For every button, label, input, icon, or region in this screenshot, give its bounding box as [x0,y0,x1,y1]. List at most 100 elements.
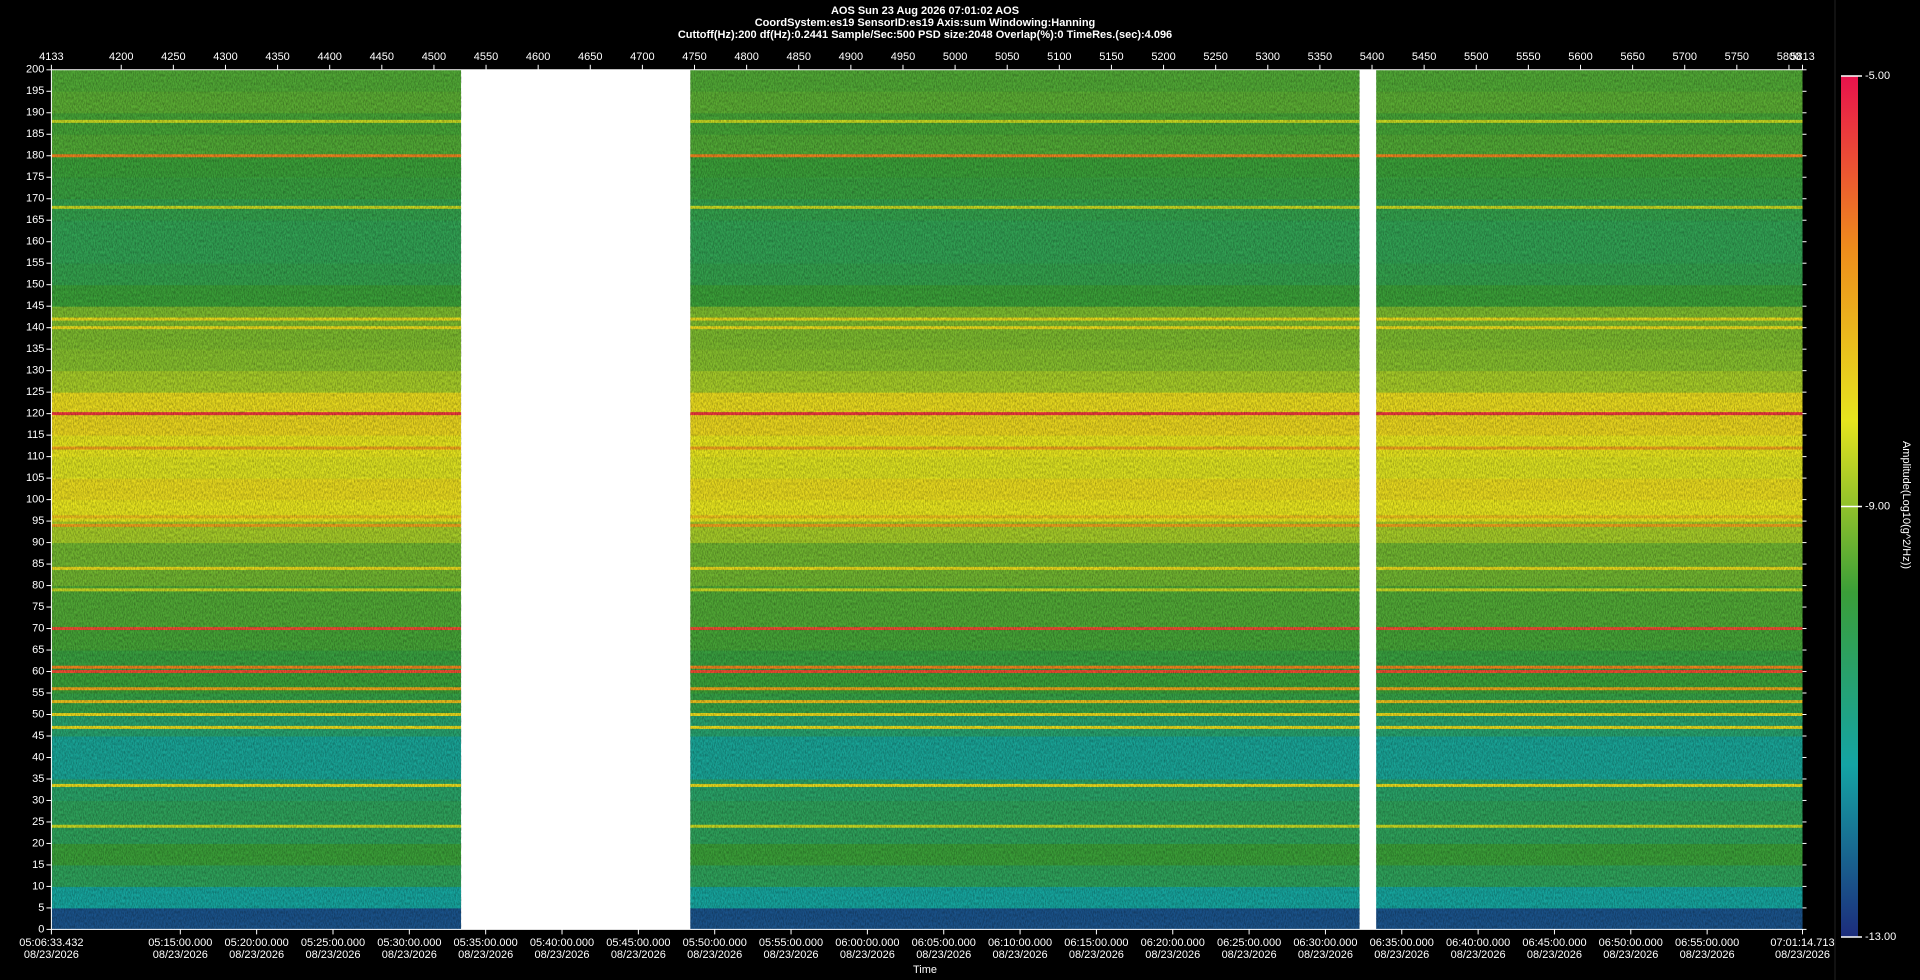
x-tick-label: 06:00:00.000 [835,937,899,949]
x-tick-label: 06:40:00.000 [1446,937,1510,949]
x-tick-date: 08/23/2026 [687,949,742,961]
top-tick-label: 4450 [370,51,394,63]
x-tick-label: 06:45:00.000 [1522,937,1586,949]
y-tick-label: 55 [32,687,44,699]
x-tick-label: 06:50:00.000 [1599,937,1663,949]
noise-texture [1376,69,1803,930]
top-tick-label: 4850 [787,51,811,63]
y-tick-label: 125 [26,386,44,398]
y-tick-label: 140 [26,322,44,334]
x-tick-label: 05:35:00.000 [454,937,518,949]
y-tick-label: 110 [27,451,45,463]
y-tick-label: 30 [32,794,44,806]
top-tick-label: 5500 [1464,51,1488,63]
y-tick-label: 15 [32,859,44,871]
y-tick-label: 195 [26,85,44,97]
x-tick-date: 08/23/2026 [1527,949,1582,961]
y-tick-label: 145 [26,300,44,312]
y-tick-label: 200 [26,64,44,76]
top-tick-label: 5000 [943,51,967,63]
top-tick-label: 5300 [1256,51,1280,63]
x-tick-label: 06:25:00.000 [1217,937,1281,949]
y-tick-label: 160 [26,236,44,248]
x-tick-date: 08/23/2026 [534,949,589,961]
top-tick-label: 5400 [1360,51,1384,63]
x-tick-label: 05:55:00.000 [759,937,823,949]
top-tick-label: 5800 [1777,51,1801,63]
top-tick-label: 4600 [526,51,550,63]
x-tick-label: 07:01:14.713 [1770,937,1834,949]
y-tick-label: 10 [32,880,44,892]
x-tick-date: 08/23/2026 [153,949,208,961]
top-tick-label: 5150 [1099,51,1123,63]
x-tick-label: 05:15:00.000 [148,937,212,949]
y-tick-label: 115 [27,429,45,441]
colorbar-label: Amplitude(Log10(g^2/Hz)) [1900,441,1912,569]
colorbar-tick-label: -9.00 [1865,500,1890,512]
top-tick-label: 4950 [891,51,915,63]
top-tick-label: 4800 [734,51,758,63]
x-tick-date: 08/23/2026 [1374,949,1429,961]
top-tick-label: 4133 [39,51,63,63]
top-tick-label: 5650 [1620,51,1644,63]
top-tick-label: 4750 [682,51,706,63]
x-tick-label: 06:15:00.000 [1064,937,1128,949]
top-tick-label: 5600 [1568,51,1592,63]
y-tick-label: 65 [32,644,44,656]
x-tick-date: 08/23/2026 [458,949,513,961]
x-axis-label: Time [913,964,937,976]
top-tick-label: 5200 [1151,51,1175,63]
header-line: Cuttoff(Hz):200 df(Hz):0.2441 Sample/Sec… [678,29,1172,41]
y-tick-label: 165 [26,214,44,226]
top-tick-label: 4700 [630,51,654,63]
x-tick-label: 05:45:00.000 [606,937,670,949]
y-tick-label: 175 [26,171,44,183]
y-tick-label: 20 [32,837,44,849]
noise-texture [690,69,1360,930]
top-tick-label: 5550 [1516,51,1540,63]
top-tick-label: 5250 [1203,51,1227,63]
y-tick-label: 130 [26,365,44,377]
y-tick-label: 5 [38,902,44,914]
x-tick-label: 05:25:00.000 [301,937,365,949]
x-tick-date: 08/23/2026 [1775,949,1830,961]
x-tick-date: 08/23/2026 [1680,949,1735,961]
top-tick-label: 5750 [1725,51,1749,63]
x-tick-label: 06:20:00.000 [1141,937,1205,949]
top-tick-label: 4200 [109,51,133,63]
x-tick-date: 08/23/2026 [1298,949,1353,961]
top-tick-label: 5050 [995,51,1019,63]
header-line: AOS Sun 23 Aug 2026 07:01:02 AOS [831,5,1019,17]
y-tick-label: 25 [32,816,44,828]
x-tick-date: 08/23/2026 [229,949,284,961]
noise-texture [51,69,462,930]
top-tick-label: 4300 [213,51,237,63]
top-tick-label: 4650 [578,51,602,63]
y-tick-label: 75 [32,601,44,613]
y-tick-label: 185 [26,128,44,140]
top-tick-label: 5450 [1412,51,1436,63]
x-tick-label: 06:35:00.000 [1370,937,1434,949]
top-tick-label: 4400 [317,51,341,63]
x-tick-label: 05:50:00.000 [683,937,747,949]
y-tick-label: 85 [32,558,44,570]
y-tick-label: 95 [32,515,44,527]
top-tick-label: 5100 [1047,51,1071,63]
x-tick-label: 06:10:00.000 [988,937,1052,949]
x-tick-date: 08/23/2026 [611,949,666,961]
x-tick-label: 05:40:00.000 [530,937,594,949]
y-tick-label: 80 [32,579,44,591]
top-tick-label: 4900 [839,51,863,63]
y-tick-label: 45 [32,730,44,742]
x-tick-label: 05:06:33.432 [19,937,83,949]
top-tick-label: 5350 [1308,51,1332,63]
x-tick-date: 08/23/2026 [382,949,437,961]
y-tick-label: 60 [32,665,44,677]
x-tick-date: 08/23/2026 [916,949,971,961]
x-tick-label: 05:30:00.000 [377,937,441,949]
x-tick-date: 08/23/2026 [1069,949,1124,961]
header-line: CoordSystem:es19 SensorID:es19 Axis:sum … [755,17,1096,29]
y-tick-label: 35 [32,773,44,785]
